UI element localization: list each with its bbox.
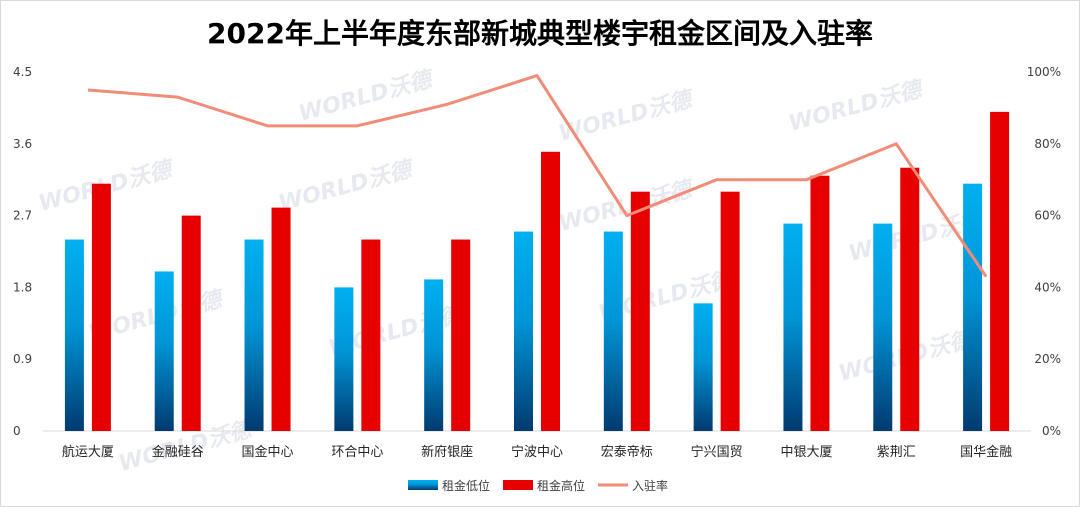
- bar-rent-high: [720, 191, 740, 431]
- left-axis: 0 0.9 1.8 2.7 3.6 4.5: [13, 65, 32, 438]
- category-label: 宁兴国贸: [691, 444, 743, 460]
- series-rent-low: [64, 183, 983, 431]
- category-label: 紫荆汇: [877, 444, 916, 460]
- category-label: 航运大厦: [62, 444, 114, 460]
- category-label: 中银大厦: [780, 445, 832, 460]
- bar-rent-low: [244, 239, 264, 431]
- bar-rent-high: [810, 175, 830, 431]
- legend-label-occupancy: 入驻率: [632, 478, 668, 493]
- bar-rent-high: [630, 191, 650, 431]
- category-label: 国金中心: [242, 444, 294, 460]
- legend-label-rent-high: 租金高位: [537, 478, 585, 493]
- line-occupancy: [87, 74, 988, 278]
- right-axis-tick-label: 20%: [1034, 352, 1061, 366]
- left-axis-tick-label: 2.7: [13, 209, 32, 223]
- right-axis-tick-label: 40%: [1034, 280, 1061, 294]
- watermark-text: WORLD沃德: [786, 76, 928, 136]
- bar-rent-low: [873, 223, 893, 431]
- chart-title: 2022年上半年度东部新城典型楼宇租金区间及入驻率: [207, 17, 873, 50]
- category-label: 宁波中心: [511, 444, 563, 460]
- bar-rent-high: [541, 151, 560, 431]
- left-axis-tick-label: 3.6: [13, 137, 32, 151]
- watermark-text: WORLD沃德: [276, 156, 418, 216]
- right-axis-tick-label: 80%: [1034, 137, 1061, 151]
- left-axis-tick-label: 0: [13, 424, 21, 438]
- bar-rent-low: [424, 279, 444, 431]
- bar-rent-low: [334, 287, 354, 431]
- right-axis-tick-label: 60%: [1034, 209, 1061, 223]
- bar-rent-low: [693, 303, 713, 431]
- category-label: 环合中心: [331, 445, 383, 460]
- bar-rent-high: [271, 207, 291, 431]
- bar-rent-low: [514, 231, 533, 431]
- bar-rent-low: [963, 183, 983, 431]
- left-axis-tick-label: 1.8: [13, 280, 32, 294]
- bar-rent-low: [603, 231, 623, 431]
- legend-swatch-rent-low: [408, 480, 438, 490]
- legend-label-rent-low: 租金低位: [442, 478, 490, 493]
- bar-rent-high: [181, 215, 201, 431]
- bar-rent-high: [361, 239, 381, 431]
- bar-rent-low: [64, 239, 84, 431]
- bar-rent-low: [783, 223, 803, 431]
- category-label: 新府银座: [421, 444, 473, 460]
- category-label: 宏泰帝标: [601, 444, 653, 460]
- right-axis-tick-label: 0%: [1042, 424, 1061, 438]
- bar-rent-high: [900, 167, 920, 431]
- legend: 租金低位 租金高位 入驻率: [408, 478, 668, 493]
- bar-rent-low: [154, 271, 174, 431]
- series-occupancy: [87, 74, 988, 278]
- bar-rent-high: [990, 111, 1010, 431]
- category-label: 国华金融: [960, 444, 1012, 460]
- left-axis-tick-label: 4.5: [13, 65, 32, 79]
- category-labels: 航运大厦 金融硅谷 国金中心 环合中心 新府银座 宁波中心 宏泰帝标 宁兴国贸 中银大厦 紫荆汇 国…: [62, 444, 1012, 460]
- legend-swatch-rent-high: [503, 480, 533, 490]
- watermark-text: WORLD沃德: [296, 66, 438, 126]
- bar-rent-high: [451, 239, 471, 431]
- series-rent-high: [91, 111, 1010, 431]
- bar-rent-high: [91, 183, 111, 431]
- right-axis: 0% 20% 40% 60% 80% 100%: [1027, 65, 1061, 438]
- right-axis-tick-label: 100%: [1027, 65, 1061, 79]
- watermark-text: WORLD沃德: [556, 176, 698, 236]
- watermark-layer: WORLD沃德 WORLD沃德WORLD沃德WORLD沃德WORLD沃德WORLD…: [36, 66, 988, 476]
- left-axis-tick-label: 0.9: [13, 352, 32, 366]
- category-label: 金融硅谷: [152, 444, 204, 460]
